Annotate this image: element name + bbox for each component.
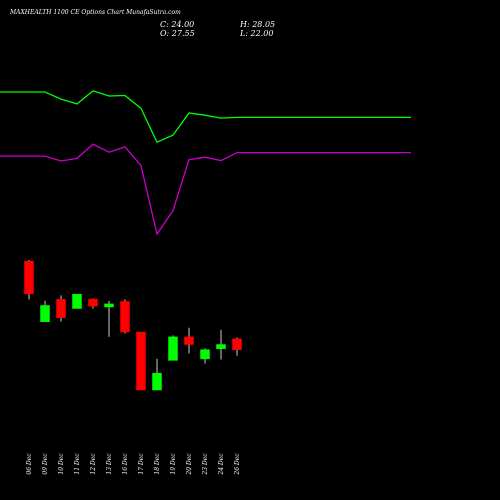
candle: [24, 260, 34, 300]
open-value: O: 27.55: [160, 29, 195, 38]
candle: [232, 337, 242, 356]
candle-body: [56, 299, 66, 318]
candle-body: [104, 303, 114, 308]
date-label: 19 Dec: [170, 453, 177, 475]
candle-body: [168, 336, 178, 361]
close-value: C: 24.00: [160, 20, 195, 29]
candle-body: [216, 344, 226, 350]
candle-body: [40, 305, 50, 322]
candle-body: [200, 349, 210, 360]
candle-body: [120, 301, 130, 333]
candle: [184, 327, 194, 354]
low-value: L: 22.00: [240, 29, 274, 38]
candle-body: [184, 336, 194, 345]
candle-body: [136, 331, 146, 391]
upper-indicator-line: [0, 90, 411, 144]
date-label: 20 Dec: [186, 453, 193, 476]
candle: [40, 300, 50, 322]
candle-body: [152, 372, 162, 391]
candle-body: [24, 260, 34, 295]
date-label: 06 Dec: [26, 453, 33, 475]
lower-indicator-line: [0, 143, 411, 236]
candle: [168, 335, 178, 361]
date-label: 18 Dec: [154, 453, 161, 475]
candle: [56, 295, 66, 322]
date-label: 10 Dec: [58, 453, 65, 475]
date-label: 11 Dec: [74, 453, 81, 475]
candle-body: [232, 338, 242, 350]
candles: [24, 260, 242, 391]
candle: [136, 331, 146, 391]
date-label: 23 Dec: [202, 453, 209, 476]
candle: [120, 299, 130, 334]
high-value: H: 28.05: [240, 20, 276, 29]
candle: [88, 298, 98, 309]
date-label: 16 Dec: [122, 453, 129, 475]
date-label: 17 Dec: [138, 453, 145, 475]
date-label: 26 Dec: [234, 453, 241, 476]
candle: [104, 300, 114, 337]
date-label: 24 Dec: [218, 453, 225, 476]
date-labels: 06 Dec 09 Dec 10 Dec 11 Dec 12 Dec 13 Dec 16 D…: [26, 453, 241, 476]
candle: [152, 358, 162, 391]
candle-body: [88, 298, 98, 307]
date-label: 09 Dec: [42, 453, 49, 475]
candle: [72, 293, 82, 309]
candle-body: [72, 293, 82, 309]
date-label: 12 Dec: [90, 453, 97, 475]
indicator-lines: [0, 90, 411, 236]
candle: [216, 329, 226, 360]
chart-title: MAXHEALTH 1100 CE Options Chart MunafaSu…: [10, 9, 181, 16]
candle: [200, 348, 210, 364]
date-label: 13 Dec: [106, 453, 113, 475]
